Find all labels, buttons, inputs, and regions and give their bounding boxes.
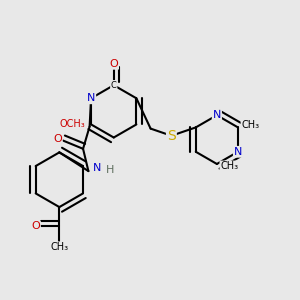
Text: CH₃: CH₃ [220,161,238,171]
Text: O: O [53,134,62,144]
Text: CH₃: CH₃ [50,242,68,252]
Text: S: S [167,129,176,143]
Text: N: N [234,147,242,157]
Text: O: O [31,221,40,231]
Text: O: O [110,59,118,69]
Text: OCH₃: OCH₃ [60,119,86,129]
Text: CH₃: CH₃ [242,120,260,130]
Text: N: N [93,163,101,173]
Text: N: N [87,93,95,103]
Text: N: N [213,110,221,120]
Text: C: C [111,81,117,90]
Text: H: H [106,165,114,175]
